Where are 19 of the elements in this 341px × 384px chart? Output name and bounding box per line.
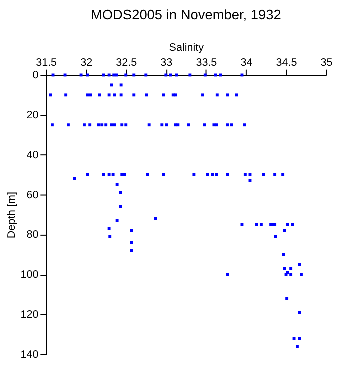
y-tick-label: 80: [26, 229, 39, 242]
x-tick-label: 34.5: [276, 56, 298, 69]
y-tick-label: 140: [20, 348, 39, 361]
x-tick-label: 32: [80, 56, 93, 69]
x-tick-label: 35: [320, 56, 333, 69]
y-tick-label: 100: [20, 269, 39, 282]
x-tick-label: 33.5: [196, 56, 218, 69]
x-tick-label: 31.5: [36, 56, 58, 69]
y-tick-label: 120: [20, 309, 39, 322]
chart-title: MODS2005 in November, 1932: [90, 7, 282, 22]
y-tick-label: 60: [26, 189, 39, 202]
x-tick-label: 34: [240, 56, 253, 69]
x-axis-title: Salinity: [169, 42, 205, 54]
y-tick-label: 20: [26, 110, 39, 122]
y-tick-label: 0: [32, 70, 39, 82]
x-tick-label: 33: [160, 56, 173, 69]
y-tick-label: 40: [26, 149, 39, 162]
x-tick-label: 32.5: [116, 56, 138, 69]
y-axis-title: Depth [m]: [6, 192, 18, 239]
